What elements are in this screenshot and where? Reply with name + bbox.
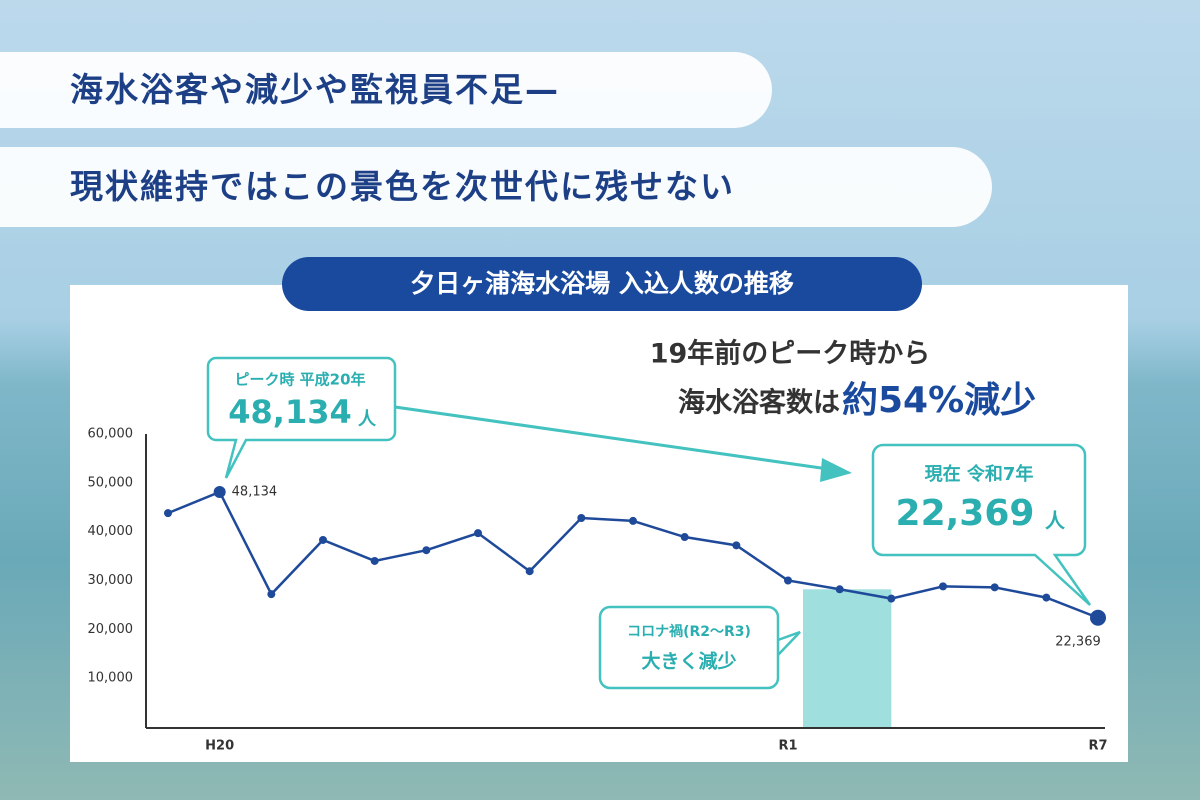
- point: [267, 590, 276, 599]
- point: [835, 585, 844, 594]
- summary: 海水浴客数は: [678, 387, 840, 419]
- arrow-head: [820, 458, 852, 482]
- point: [887, 594, 896, 603]
- callout-unit: 人: [358, 409, 377, 430]
- summary: 19年前のピーク時から: [650, 338, 931, 370]
- point: [1042, 593, 1051, 602]
- summary-emphasis: 約54%減少: [842, 380, 1036, 421]
- point: [732, 541, 741, 550]
- callout-label: ピーク時 平成20年: [234, 371, 365, 389]
- covid-band: [803, 589, 892, 727]
- title-pill: [282, 257, 922, 311]
- point: [525, 567, 534, 576]
- callout-unit: 人: [1045, 509, 1066, 533]
- x-tick-label: H20: [205, 739, 234, 754]
- point: [990, 583, 999, 592]
- callout-value: 22,369: [896, 493, 1035, 534]
- callout-label: 現在 令和7年: [925, 463, 1034, 485]
- point: [577, 513, 586, 522]
- y-tick-label: 60,000: [88, 427, 134, 442]
- y-tick-label: 50,000: [88, 475, 134, 490]
- point: [784, 576, 792, 585]
- point: [1090, 609, 1106, 626]
- point: [474, 529, 482, 538]
- callout: [206, 356, 397, 479]
- point: [680, 533, 689, 542]
- value-label: 48,134: [232, 484, 278, 499]
- y-tick-label: 10,000: [88, 671, 134, 686]
- value-label: 22,369: [1055, 634, 1101, 649]
- point: [319, 535, 327, 544]
- y-tick-label: 40,000: [88, 524, 134, 539]
- point: [939, 582, 947, 591]
- x-tick-label: R1: [778, 739, 797, 754]
- callout-text: 大きく減少: [641, 650, 736, 673]
- point: [629, 516, 637, 525]
- callout: [871, 443, 1092, 606]
- callout-value: 48,134: [228, 393, 351, 431]
- y-tick-label: 30,000: [88, 573, 134, 588]
- callout: [598, 605, 801, 690]
- headline: 海水浴客や減少や監視員不足—: [0, 52, 772, 128]
- x-tick-label: R7: [1088, 739, 1107, 754]
- point: [164, 509, 172, 518]
- point: [213, 485, 226, 498]
- headline: 現状維持ではこの景色を次世代に残せない: [0, 147, 992, 227]
- y-tick-label: 20,000: [88, 622, 134, 637]
- arrow: [394, 405, 836, 472]
- point: [422, 546, 431, 555]
- chart-title: 夕日ヶ浦海水浴場 入込人数の推移: [410, 269, 794, 298]
- point: [370, 556, 379, 565]
- callout-label: コロナ禍(R2〜R3): [627, 623, 751, 640]
